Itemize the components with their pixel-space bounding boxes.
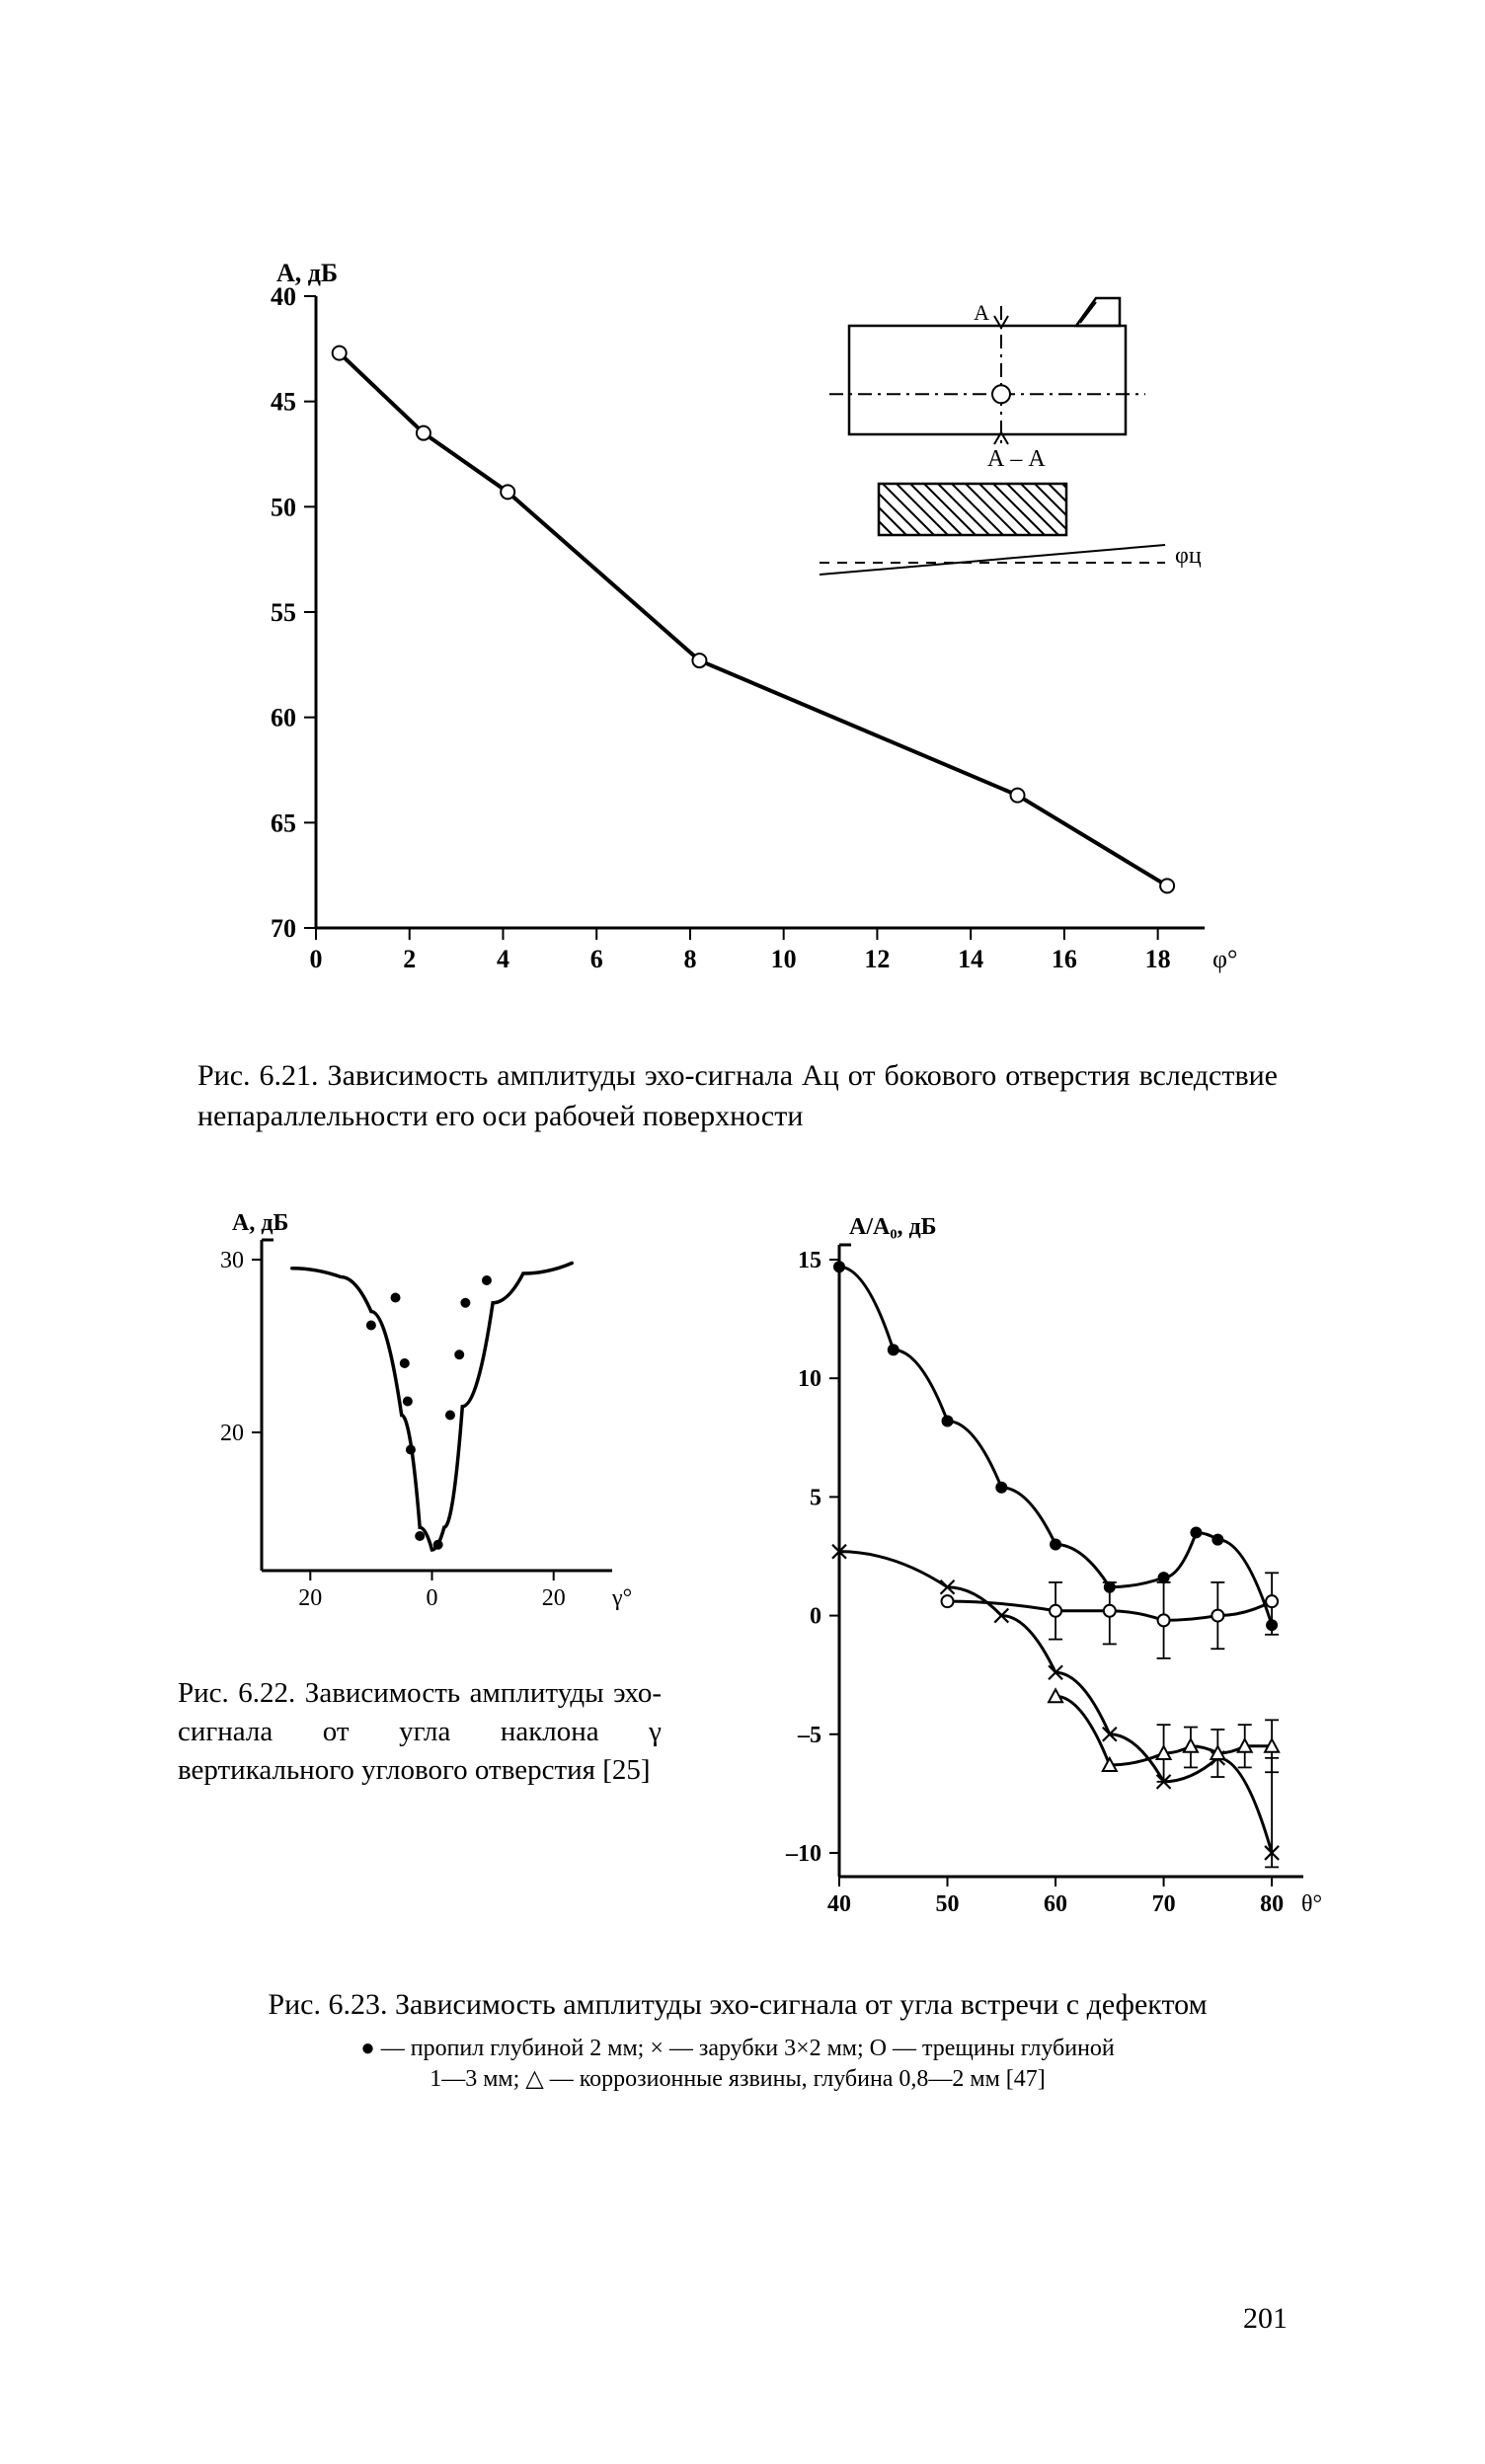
svg-text:18: 18 <box>1145 945 1171 973</box>
svg-text:65: 65 <box>271 808 296 837</box>
fig-6-21-caption: Рис. 6.21. Зависимость амплитуды эхо-сиг… <box>197 1056 1278 1136</box>
svg-text:14: 14 <box>958 945 983 973</box>
legend-filled-circle-icon: ● <box>360 2036 375 2061</box>
fig-6-23-caption: Рис. 6.23. Зависимость амплитуды эхо-сиг… <box>197 1985 1278 2026</box>
svg-text:4: 4 <box>497 945 509 973</box>
svg-text:А, дБ: А, дБ <box>232 1210 288 1236</box>
svg-text:20: 20 <box>220 1421 244 1446</box>
svg-text:φц: φц <box>1175 543 1202 569</box>
legend-text-1a: — пропил глубиной 2 мм; <box>375 2036 651 2061</box>
legend-x-icon: × <box>650 2036 664 2061</box>
svg-text:0: 0 <box>427 1585 438 1611</box>
fig-6-22-caption: Рис. 6.22. Зависимость амплитуды эхо-сиг… <box>178 1674 662 1790</box>
svg-text:55: 55 <box>271 598 296 627</box>
svg-text:γ°: γ° <box>611 1585 632 1611</box>
svg-text:50: 50 <box>936 1891 960 1916</box>
svg-text:8: 8 <box>683 945 696 973</box>
svg-text:80: 80 <box>1260 1891 1284 1916</box>
svg-text:20: 20 <box>298 1585 322 1611</box>
fig-6-21-svg: 40455055606570024681012141618А, дБφ°АА –… <box>217 247 1254 997</box>
svg-text:А: А <box>974 300 989 325</box>
svg-text:θ°: θ° <box>1301 1891 1322 1916</box>
legend-triangle-icon: △ <box>525 2066 543 2092</box>
svg-text:φ°: φ° <box>1212 945 1237 973</box>
svg-text:40: 40 <box>827 1891 851 1916</box>
svg-text:70: 70 <box>1152 1891 1176 1916</box>
svg-text:–5: –5 <box>797 1723 821 1748</box>
svg-text:А, дБ: А, дБ <box>276 259 338 287</box>
svg-text:0: 0 <box>310 945 323 973</box>
legend-text-1b: — зарубки 3×2 мм; <box>664 2036 870 2061</box>
page-number: 201 <box>1243 2302 1288 2336</box>
fig-6-23-svg: 151050–5–104050607080А/А₀, дБθ° <box>741 1205 1333 1916</box>
svg-text:10: 10 <box>771 945 797 973</box>
legend-text-1c: — трещины глубиной <box>887 2036 1115 2061</box>
legend-text-2b: — коррозионные язвины, глубина 0,8—2 мм … <box>544 2066 1046 2092</box>
svg-text:50: 50 <box>271 493 296 521</box>
svg-text:30: 30 <box>220 1248 244 1273</box>
fig-6-23-legend: ● — пропил глубиной 2 мм; × — зарубки 3×… <box>197 2034 1278 2095</box>
svg-text:12: 12 <box>864 945 890 973</box>
svg-text:0: 0 <box>810 1604 821 1630</box>
svg-text:5: 5 <box>810 1485 821 1510</box>
svg-text:70: 70 <box>271 914 296 943</box>
fig-6-21: 40455055606570024681012141618А, дБφ°АА –… <box>217 247 1337 997</box>
svg-text:60: 60 <box>1044 1891 1067 1916</box>
svg-text:20: 20 <box>542 1585 566 1611</box>
svg-text:–10: –10 <box>785 1841 821 1867</box>
svg-text:45: 45 <box>271 388 296 417</box>
svg-text:15: 15 <box>798 1248 821 1273</box>
svg-text:2: 2 <box>403 945 416 973</box>
svg-text:16: 16 <box>1052 945 1077 973</box>
legend-open-circle-icon: О <box>870 2036 887 2061</box>
svg-text:А – А: А – А <box>987 446 1046 472</box>
svg-text:6: 6 <box>590 945 603 973</box>
fig-6-22-svg: 30 20 20 0 20 А, дБ γ° <box>168 1205 662 1640</box>
legend-text-2a: 1—3 мм; <box>430 2066 525 2092</box>
svg-text:60: 60 <box>271 704 296 732</box>
svg-text:А/А₀, дБ: А/А₀, дБ <box>849 1214 937 1240</box>
svg-text:10: 10 <box>798 1366 821 1392</box>
